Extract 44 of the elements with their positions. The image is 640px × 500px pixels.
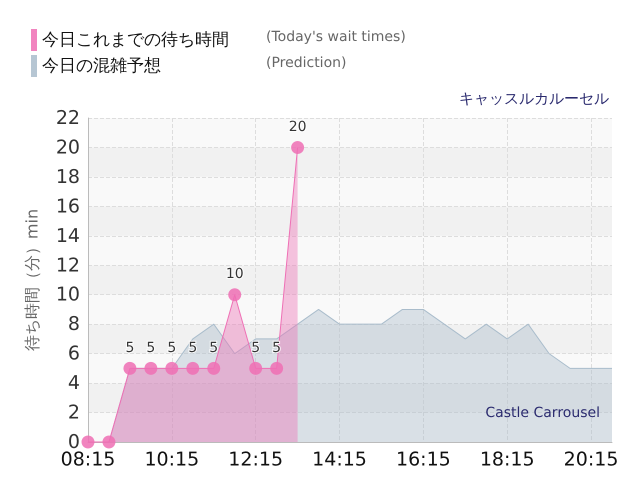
y-tick-label: 10 (56, 284, 80, 306)
data-label: 5 (251, 340, 260, 356)
x-tick-label: 08:15 (60, 448, 116, 470)
data-label: 5 (167, 340, 176, 356)
y-tick-label: 18 (56, 166, 80, 188)
legend-label: 今日の混雑予想 (42, 56, 161, 76)
data-label: 5 (146, 340, 156, 356)
point (165, 362, 178, 375)
point (102, 436, 116, 448)
y-tick-label: 4 (68, 372, 80, 394)
point (270, 362, 284, 375)
point (228, 288, 242, 302)
y-tick-label: 8 (68, 313, 80, 336)
annotation: Castle Carrousel (485, 405, 600, 421)
x-tick-label: 16:15 (396, 448, 451, 470)
x-tick-label: 12:15 (228, 448, 284, 470)
point (82, 436, 94, 448)
point (207, 362, 220, 375)
legend-label: 今日これまでの待ち時間 (42, 30, 229, 50)
y-tick-label: 12 (56, 254, 80, 276)
y-axis-title: 待ち時間（分）min (22, 208, 42, 352)
chart-title: キャッスルカルーセル (459, 90, 609, 108)
data-label: 10 (226, 266, 244, 282)
point (249, 362, 262, 375)
x-tick-label: 14:15 (312, 448, 367, 470)
text: (Prediction) (266, 55, 346, 71)
data-label: 5 (188, 340, 198, 356)
x-tick-label: 20:15 (564, 448, 618, 470)
y-tick-label: 22 (56, 107, 80, 129)
y-tick-label: 16 (56, 195, 80, 218)
text: (Today's wait times) (266, 29, 406, 45)
point (123, 362, 136, 375)
x-tick-label: 10:15 (144, 448, 200, 470)
y-tick-label: 2 (68, 402, 80, 424)
point (144, 362, 158, 375)
point (186, 362, 200, 375)
data-label: 20 (288, 118, 307, 135)
y-tick-label: 20 (56, 136, 80, 158)
x-tick-label: 18:15 (480, 448, 535, 470)
data-label: 5 (209, 340, 218, 356)
y-tick-label: 6 (68, 342, 80, 365)
data-label: 5 (125, 340, 134, 356)
point (291, 140, 304, 154)
y-tick-label: 14 (56, 224, 80, 247)
